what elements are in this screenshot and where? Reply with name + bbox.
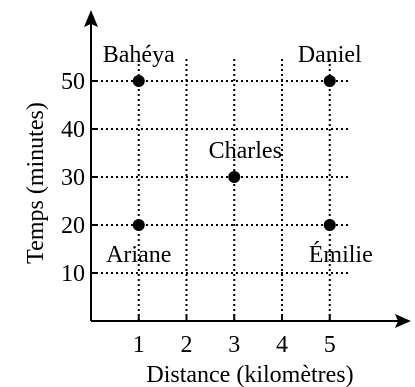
y-axis-arrow	[84, 10, 98, 27]
y-tick-label: 30	[61, 165, 85, 191]
y-tick-label: 20	[61, 213, 85, 239]
x-tick-label: 5	[324, 332, 336, 358]
x-tick-label: 3	[228, 332, 240, 358]
x-tick-label: 1	[133, 332, 145, 358]
data-point	[132, 75, 145, 87]
y-tick-label: 40	[61, 117, 85, 143]
x-axis-arrow	[395, 314, 411, 328]
tick-labels: 1 2 3 4 5 10 20 30 40 50	[61, 69, 336, 358]
data-point	[132, 219, 145, 231]
point-label: Bahéya	[103, 42, 175, 68]
point-label: Daniel	[298, 42, 362, 68]
data-point	[228, 171, 241, 183]
x-tick-label: 4	[276, 332, 288, 358]
point-labels: Bahéya Daniel Charles Ariane Émilie	[103, 42, 373, 268]
data-point	[323, 75, 336, 87]
axes	[84, 10, 411, 328]
y-tick-label: 50	[61, 69, 85, 95]
y-axis-label: Temps (minutes)	[23, 102, 49, 264]
point-label: Émilie	[309, 242, 373, 268]
point-label: Ariane	[106, 242, 171, 268]
data-point	[323, 219, 336, 231]
x-axis-label: Distance (kilomètres)	[146, 362, 353, 387]
x-tick-label: 2	[181, 332, 193, 358]
grid	[91, 58, 350, 321]
point-label: Charles	[209, 138, 282, 164]
data-points	[132, 75, 336, 231]
y-tick-label: 10	[61, 261, 85, 287]
